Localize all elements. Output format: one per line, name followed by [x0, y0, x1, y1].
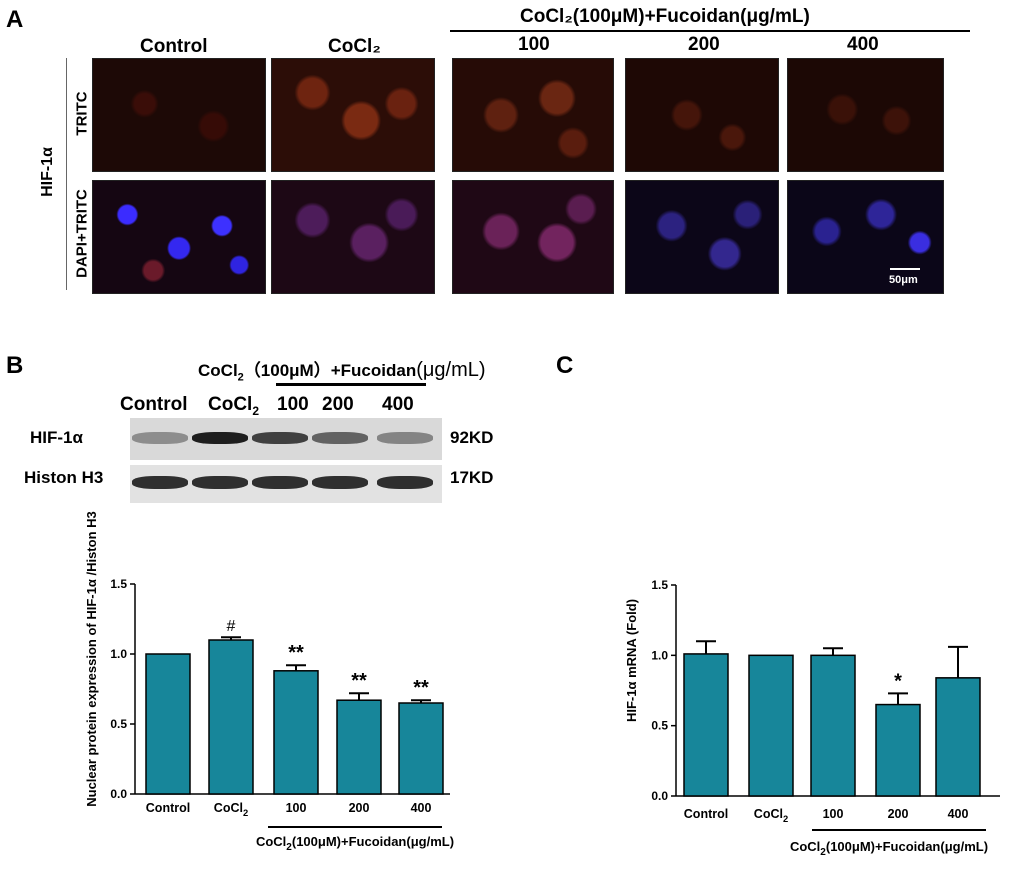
panel-a-header-line	[450, 30, 970, 32]
chart-c-ytick-label-1: 0.5	[651, 719, 668, 733]
chart-b-annotation-4: **	[413, 677, 429, 699]
chart-b-xtick-label-2: 100	[286, 801, 307, 815]
panel-a-treatment-header: CoCl₂(100μM)+Fucoidan(μg/mL)	[520, 6, 810, 27]
blot-band-hif-3	[312, 432, 368, 444]
chart-b-bar-0	[145, 653, 191, 795]
chart-c-bar-3	[875, 703, 921, 797]
micrograph-tritc-100	[452, 58, 614, 172]
micrograph-tritc-200	[625, 58, 779, 172]
chart-b-annotation-1: #	[227, 618, 236, 635]
chart-b-bar-2	[273, 670, 319, 795]
chart-b-xtick-label-0: Control	[146, 801, 190, 815]
micrograph-merge-200	[625, 180, 779, 294]
blot-band-hif-4	[377, 432, 433, 444]
chart-b-ytick-label-0: 0.0	[110, 787, 127, 801]
chart-b-annotation-3: **	[351, 670, 367, 692]
chart-b-ylabel: Nuclear protein expression of HIF-1α /Hi…	[84, 511, 99, 807]
col-label-200: 200	[688, 34, 720, 55]
micrograph-merge-control	[92, 180, 266, 294]
blot-header-line	[276, 383, 426, 386]
chart-b-ytick-label-3: 1.5	[110, 577, 127, 591]
panel-b-letter: B	[6, 352, 24, 379]
chart-b-group-label: CoCl2(100μM)+Fucoidan(μg/mL)	[256, 834, 454, 853]
chart-b-xtick-label-4: 400	[411, 801, 432, 815]
blot-treatment-header: CoCl2（100μM）+Fucoidan(μg/mL)	[198, 359, 486, 384]
blot-band-hif-0	[132, 432, 188, 444]
lane-label-100: 100	[277, 394, 309, 415]
chart-c-bar-2	[810, 654, 856, 797]
blot-size-h3: 17KD	[450, 468, 494, 487]
chart-b-xtick-label-1: CoCl2	[214, 801, 248, 818]
col-label-400: 400	[847, 34, 879, 55]
chart-b-xtick-label-3: 200	[349, 801, 370, 815]
chart-c-ytick-label-2: 1.0	[651, 648, 668, 662]
panel-c-letter: C	[556, 352, 574, 379]
blot-band-hif-1	[192, 432, 248, 444]
blot-strip-h3	[130, 465, 442, 503]
chart-b-bar-4	[398, 702, 444, 795]
chart-b-annotation-2: **	[288, 642, 304, 664]
chart-b-ytick-label-2: 1.0	[110, 647, 127, 661]
blot-band-h3-2	[252, 476, 308, 489]
row-group-line	[66, 58, 67, 290]
col-label-cocl2: CoCl₂	[328, 36, 381, 57]
blot-protein-h3: Histon H3	[24, 468, 104, 487]
chart-c-xtick-label-2: 100	[823, 807, 844, 821]
panel-a-letter: A	[6, 6, 24, 33]
chart-c-ytick-label-0: 0.0	[651, 789, 668, 803]
micrograph-tritc-cocl2	[271, 58, 435, 172]
micrograph-merge-100	[452, 180, 614, 294]
col-label-100: 100	[518, 34, 550, 55]
chart-b-bar-3	[336, 699, 382, 795]
blot-size-hif: 92KD	[450, 428, 494, 447]
chart-c-ylabel: HIF-1α mRNA (Fold)	[624, 599, 639, 722]
micrograph-tritc-control	[92, 58, 266, 172]
blot-band-h3-1	[192, 476, 248, 489]
micrograph-merge-400	[787, 180, 944, 294]
micrograph-tritc-400	[787, 58, 944, 172]
col-label-control: Control	[140, 36, 208, 57]
blot-protein-hif: HIF-1α	[30, 428, 83, 447]
chart-c-bar-1	[748, 654, 794, 797]
chart-c-bar-4	[935, 677, 981, 797]
scale-bar	[890, 268, 920, 270]
chart-c-annotation-3: *	[894, 670, 902, 692]
lane-label-400: 400	[382, 394, 414, 415]
blot-band-h3-4	[377, 476, 433, 489]
chart-c-bar-0	[683, 653, 729, 797]
chart-b-bar-1	[208, 639, 254, 795]
blot-band-h3-0	[132, 476, 188, 489]
chart-c-xtick-label-1: CoCl2	[754, 807, 788, 824]
lane-label-cocl2: CoCl2	[208, 394, 260, 418]
micrograph-merge-cocl2	[271, 180, 435, 294]
chart-b-ytick-label-1: 0.5	[110, 717, 127, 731]
chart-c-xtick-label-4: 400	[948, 807, 969, 821]
chart-c-ytick-label-3: 1.5	[651, 578, 668, 592]
blot-band-h3-3	[312, 476, 368, 489]
chart-c-xtick-label-0: Control	[684, 807, 728, 821]
blot-strip-hif	[130, 418, 442, 460]
blot-band-hif-2	[252, 432, 308, 444]
scale-bar-label: 50μm	[889, 274, 918, 286]
chart-c-group-label: CoCl2(100μM)+Fucoidan(μg/mL)	[790, 839, 988, 858]
lane-label-control: Control	[120, 394, 188, 415]
lane-label-200: 200	[322, 394, 354, 415]
chart-c-xtick-label-3: 200	[888, 807, 909, 821]
